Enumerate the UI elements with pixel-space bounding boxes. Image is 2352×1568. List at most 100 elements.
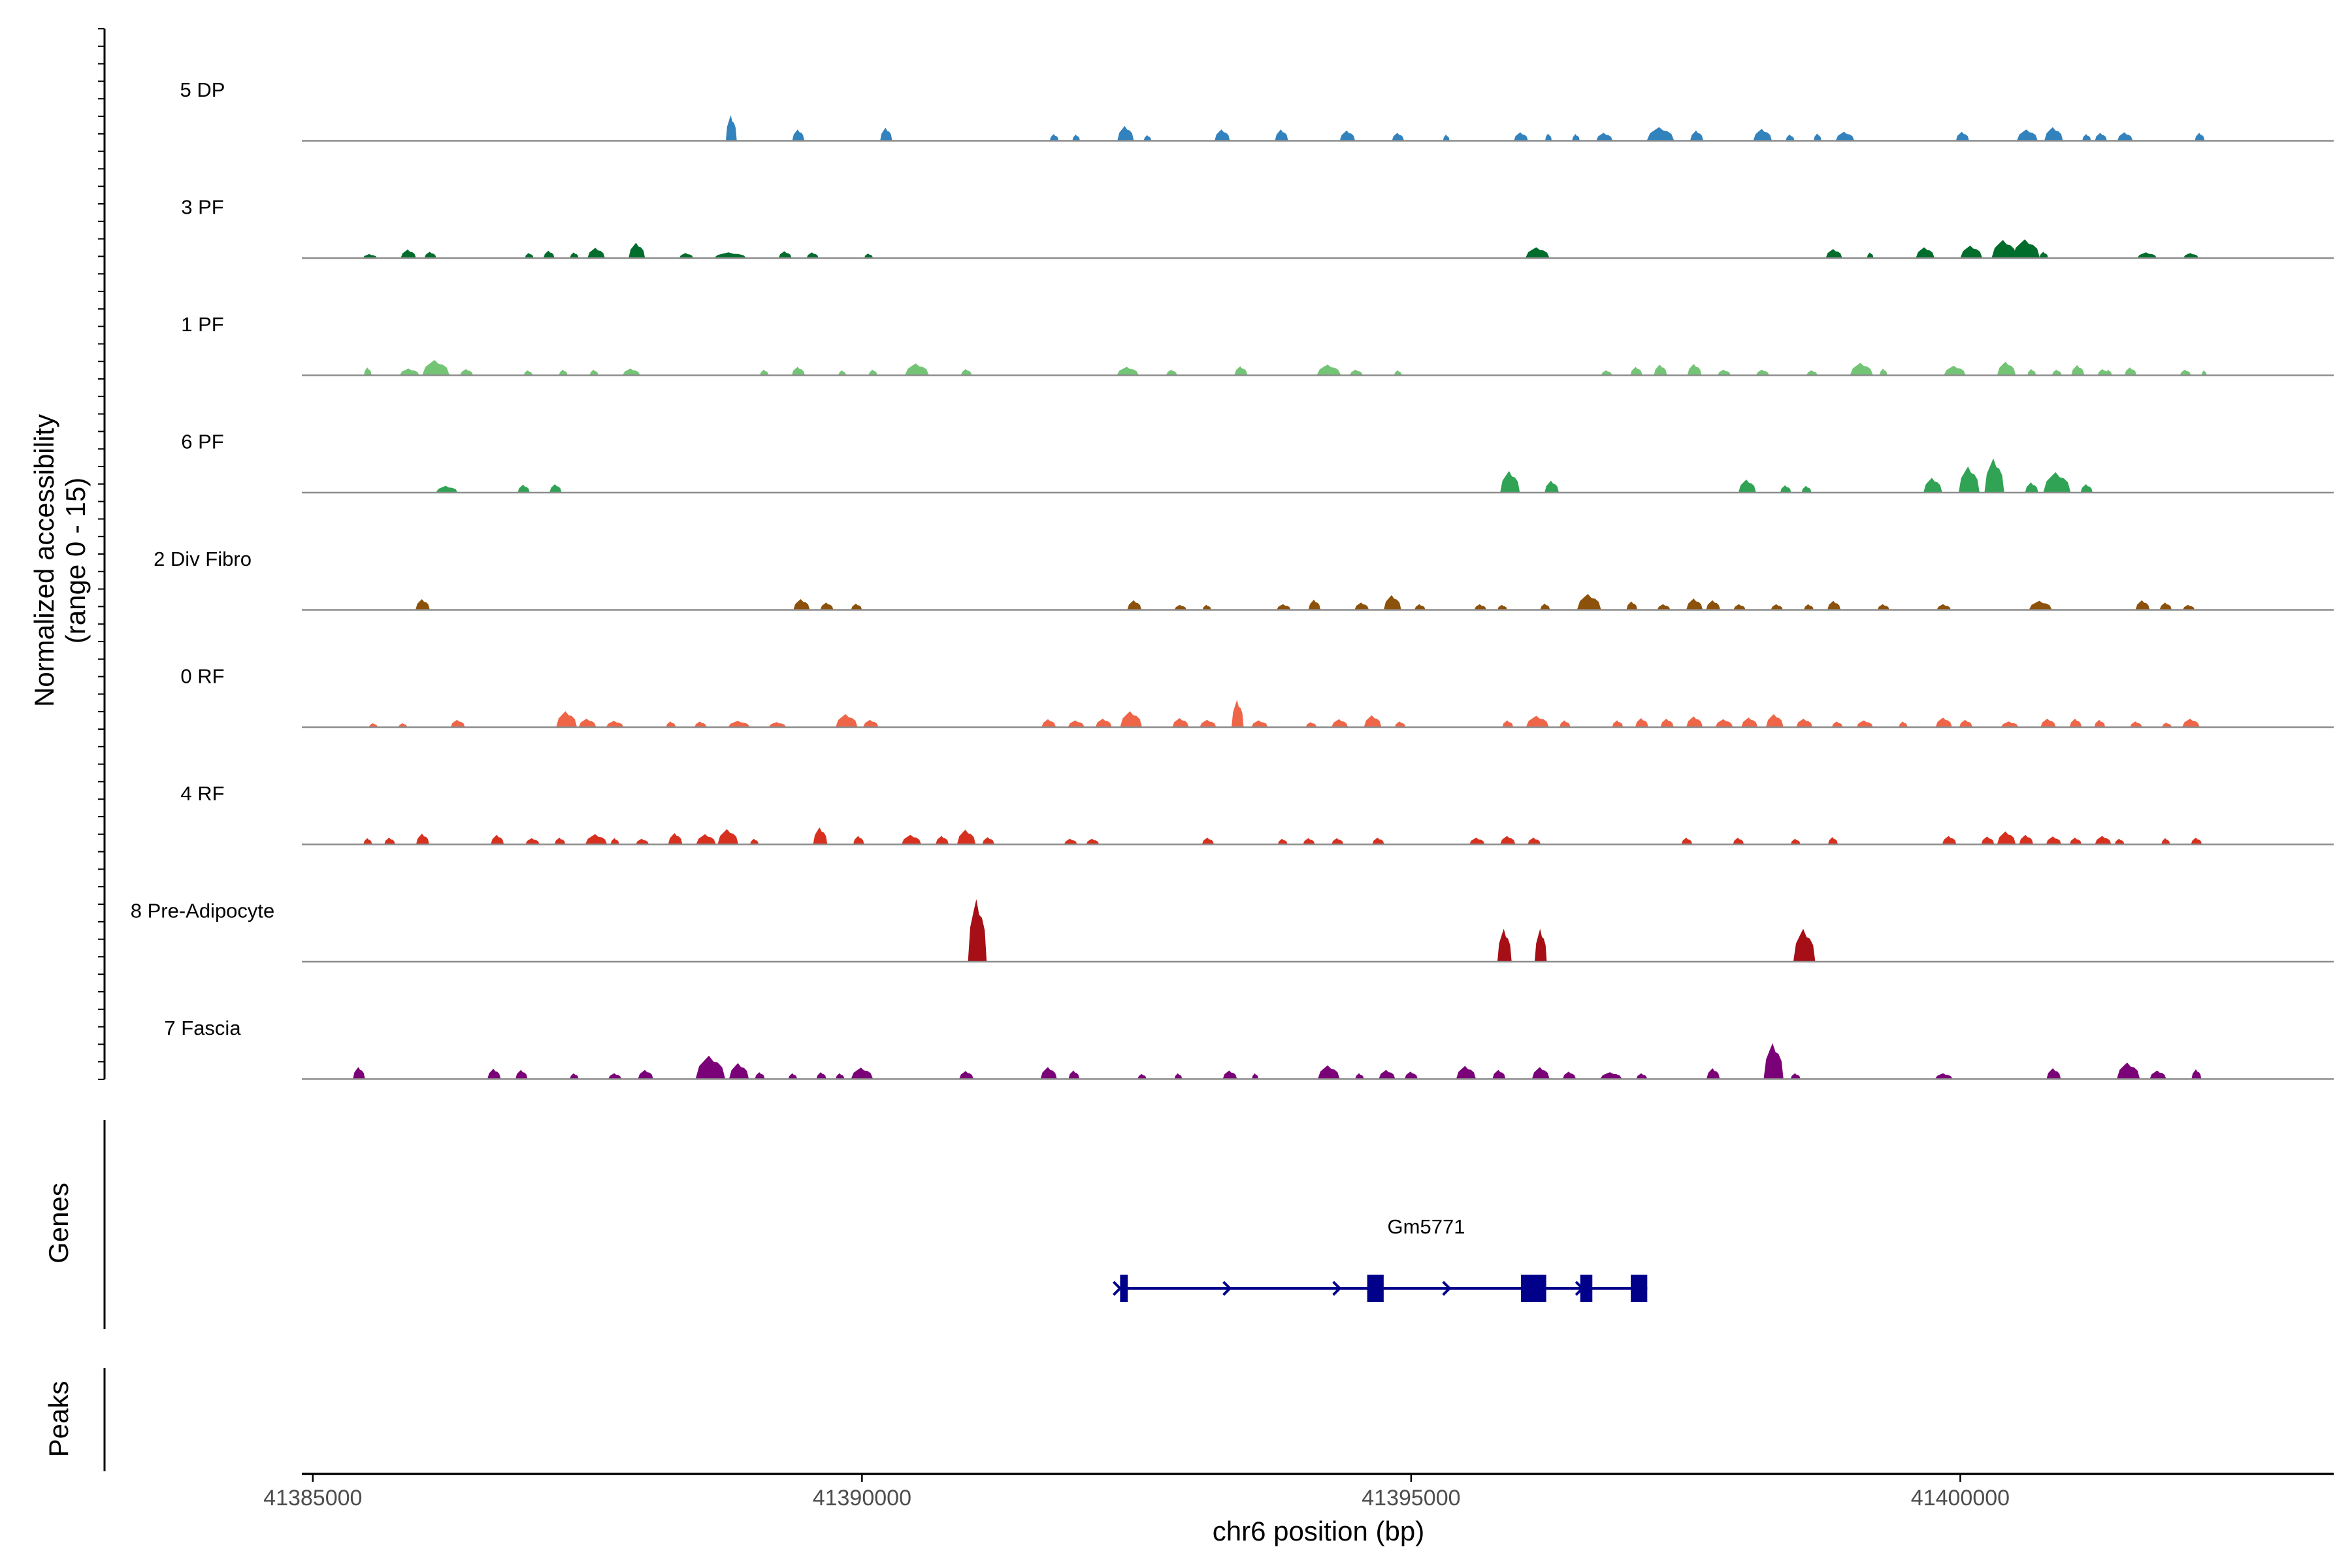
- gene-exon-1: [1367, 1275, 1384, 1302]
- track-label-8: 7 Fascia: [164, 1017, 241, 1039]
- track-6-peak-8: [636, 838, 649, 845]
- track-2-peak-19: [1394, 370, 1402, 376]
- track-5-peak-40: [2001, 721, 2019, 727]
- track-2-peak-8: [760, 369, 769, 376]
- track-2-peak-24: [1717, 369, 1731, 376]
- track-7: [302, 899, 2334, 963]
- track-2-peak-16: [1234, 366, 1248, 376]
- track-label-4: 2 Div Fibro: [154, 547, 252, 570]
- track-3-peak-7: [1801, 485, 1812, 493]
- x-tick-label-3: 41400000: [1911, 1486, 2010, 1511]
- x-axis-label: chr6 position (bp): [1213, 1516, 1425, 1546]
- track-0-peak-20: [1814, 133, 1821, 141]
- track-8-peak-11: [836, 1073, 845, 1079]
- track-8-peak-3: [570, 1073, 579, 1079]
- track-1-peak-22: [2183, 253, 2199, 258]
- track-5-peak-25: [1526, 715, 1549, 727]
- track-1-peak-16: [1916, 247, 1935, 258]
- track-1-peak-7: [629, 242, 645, 258]
- track-label-5: 0 RF: [180, 665, 224, 688]
- track-4-peak-9: [1354, 602, 1369, 610]
- track-5-peak-31: [1715, 719, 1733, 727]
- track-8-peak-18: [1222, 1070, 1237, 1079]
- track-1-peak-8: [679, 253, 694, 258]
- track-8: [302, 1043, 2334, 1080]
- track-5-peak-38: [1935, 717, 1952, 727]
- track-5-peak-0: [368, 723, 378, 727]
- track-0-peak-18: [1753, 129, 1772, 141]
- track-0-peak-6: [1143, 135, 1152, 141]
- track-8-peak-12: [851, 1068, 874, 1079]
- track-6-peak-40: [2114, 838, 2125, 845]
- track-4-peak-14: [1540, 603, 1550, 610]
- track-6-peak-28: [1527, 838, 1541, 845]
- track-label-7: 8 Pre-Adipocyte: [131, 900, 275, 923]
- track-6-peak-1: [384, 838, 395, 845]
- track-3-peak-9: [1958, 466, 1980, 493]
- track-6-peak-33: [1942, 836, 1957, 845]
- track-4-peak-8: [1308, 599, 1321, 610]
- track-4-peak-3: [851, 603, 862, 610]
- track-6-peak-39: [2095, 836, 2112, 845]
- track-0-peak-26: [2095, 133, 2107, 141]
- track-6-peak-4: [525, 838, 540, 845]
- track-8-peak-15: [1068, 1070, 1080, 1079]
- track-6-peak-38: [2069, 838, 2082, 845]
- track-5-peak-28: [1635, 718, 1648, 727]
- track-6-peak-2: [416, 834, 429, 845]
- track-5-peak-17: [1200, 719, 1217, 727]
- track-2-peak-11: [868, 369, 877, 376]
- track-4-peak-19: [1706, 600, 1721, 610]
- track-1-peak-5: [570, 252, 579, 258]
- track-5-peak-26: [1559, 720, 1571, 727]
- track-2-peak-15: [1166, 369, 1177, 376]
- track-0-peak-8: [1275, 129, 1288, 141]
- track-5-peak-27: [1612, 720, 1624, 727]
- track-4-peak-26: [2029, 600, 2052, 610]
- track-2-peak-33: [2071, 365, 2085, 376]
- track-6-peak-12: [749, 838, 759, 845]
- track-0-peak-10: [1392, 133, 1404, 141]
- gene-track: [1112, 1275, 1648, 1302]
- track-6-peak-19: [1064, 838, 1077, 845]
- track-0-peak-23: [2017, 129, 2038, 141]
- track-3-peak-2: [549, 484, 562, 493]
- track-label-2: 1 PF: [181, 313, 223, 336]
- track-6-peak-41: [2161, 838, 2170, 845]
- track-6-peak-36: [2019, 834, 2034, 845]
- track-8-peak-21: [1355, 1073, 1364, 1079]
- track-6: [302, 827, 2334, 845]
- track-3-peak-3: [1500, 470, 1520, 493]
- track-1-peak-1: [400, 249, 416, 258]
- track-6-peak-22: [1277, 838, 1288, 845]
- track-5-peak-29: [1660, 719, 1674, 727]
- gene-strand-arrow-1: [1332, 1281, 1342, 1296]
- track-4-peak-25: [1936, 604, 1952, 610]
- track-2-peak-35: [2124, 367, 2137, 376]
- track-2-peak-3: [460, 368, 474, 376]
- peaks-label: Peaks: [43, 1381, 74, 1458]
- track-4-peak-4: [1127, 600, 1142, 610]
- track-2-peak-13: [960, 368, 972, 376]
- track-6-peak-23: [1303, 838, 1315, 845]
- track-6-peak-37: [2046, 836, 2062, 845]
- track-2-peak-26: [1806, 370, 1818, 376]
- track-4-peak-28: [2159, 602, 2172, 610]
- track-4-peak-1: [793, 599, 810, 610]
- track-1: [302, 239, 2334, 259]
- track-5-peak-16: [1172, 718, 1189, 727]
- track-8-peak-0: [353, 1067, 365, 1079]
- accessibility-tracks: [302, 115, 2334, 1080]
- track-8-peak-6: [695, 1055, 726, 1079]
- track-4-peak-5: [1174, 604, 1187, 610]
- track-2-peak-22: [1654, 365, 1667, 376]
- track-5-peak-14: [1095, 719, 1112, 727]
- track-5-peak-41: [2040, 719, 2056, 727]
- track-0-peak-5: [1117, 125, 1134, 141]
- track-4-peak-12: [1474, 604, 1486, 610]
- track-1-peak-18: [1991, 240, 2017, 258]
- track-5-peak-10: [836, 714, 858, 727]
- track-3-peak-13: [2080, 484, 2093, 493]
- track-2-peak-10: [838, 370, 846, 376]
- track-0-peak-13: [1545, 133, 1552, 141]
